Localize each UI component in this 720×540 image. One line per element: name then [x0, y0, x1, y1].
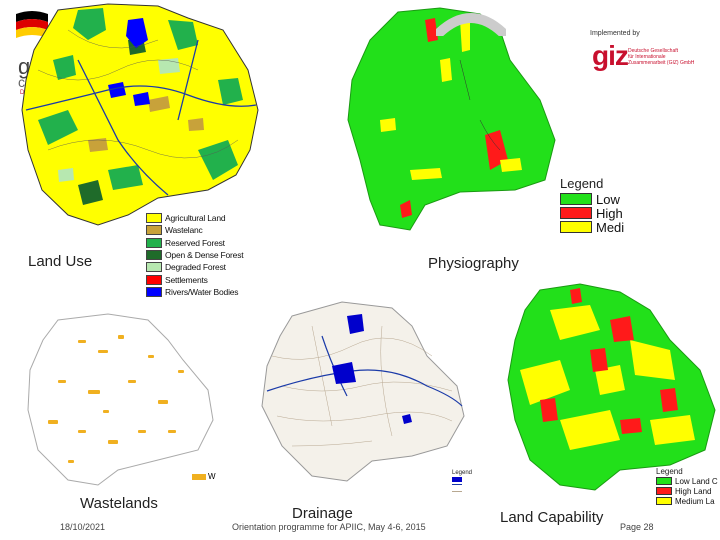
phys-legend-medium: Medi [560, 220, 624, 235]
caption-physiography: Physiography [428, 255, 519, 272]
swatch-agricultural [146, 213, 162, 224]
land-capability-map [507, 283, 716, 491]
caption-land-use: Land Use [28, 253, 93, 270]
legend-row-degraded-forest: Degraded Forest [146, 261, 243, 273]
german-flag-icon [16, 11, 48, 38]
land-use-map [21, 3, 259, 226]
drainage-legend-title: Legend [452, 470, 473, 476]
swatch-reserved-forest [146, 237, 162, 248]
swatch-medium [560, 221, 592, 233]
legend-row-open-dense-forest: Open & Dense Forest [146, 249, 244, 261]
drainage-legend-row-1 [452, 476, 472, 483]
swatch-degraded-forest [146, 262, 162, 273]
swatch-cap-medium [656, 497, 672, 505]
cap-legend-low: Low Land C [656, 476, 718, 486]
drainage-swatch-1 [452, 477, 462, 482]
footer-page-number: Page 28 [620, 522, 654, 532]
caption-land-capability: Land Capability [500, 509, 604, 526]
land-use-legend: Agricultural Land Wastelanc Reserved For… [146, 212, 244, 298]
wastelands-map [27, 313, 214, 486]
giz-logo-text: giz [592, 40, 629, 71]
physiography-map [347, 7, 556, 231]
decorative-arc-icon [436, 13, 506, 36]
drainage-legend-row-3 [452, 490, 472, 497]
swatch-wasteland-bottom [192, 473, 206, 480]
drainage-swatch-3 [452, 491, 462, 496]
legend-row-rivers: Rivers/Water Bodies [146, 286, 243, 298]
swatch-settlements [146, 274, 162, 285]
legend-row-reserved-forest: Reserved Forest [146, 237, 243, 249]
giz-org-line-3: Zusammenarbeit (GIZ) GmbH [628, 60, 695, 66]
legend-row-settlements: Settlements [146, 273, 243, 285]
physiography-legend: Legend Low High Medi [560, 176, 624, 235]
land-capability-legend-title: Legend [656, 467, 683, 476]
cap-legend-medium: Medium La [656, 496, 718, 506]
land-capability-legend: Legend Low Land C High Land Medium La [656, 467, 718, 506]
phys-legend-high: High [560, 206, 624, 221]
swatch-open-dense-forest [146, 250, 162, 261]
footer-date: 18/10/2021 [60, 522, 106, 532]
drainage-legend: Legend [452, 470, 472, 497]
legend-row-agricultural: Agricultural Land [146, 212, 243, 224]
giz-org-line-2: für Internationale [628, 54, 666, 60]
caption-wastelands: Wastelands [80, 495, 158, 512]
cap-legend-high: High Land [656, 486, 718, 496]
drainage-map [261, 301, 465, 482]
wastelands-legend: W [192, 472, 216, 481]
swatch-cap-low [656, 477, 672, 485]
swatch-high [560, 207, 592, 219]
swatch-rivers [146, 286, 162, 297]
drainage-legend-row-2 [452, 483, 472, 490]
footer-event: Orientation programme for APIIC, May 4-6… [232, 522, 426, 532]
implemented-by-label: Implemented by [590, 30, 640, 37]
swatch-wasteland [146, 225, 162, 236]
legend-row-wasteland: Wastelanc [146, 224, 243, 236]
drainage-swatch-2 [452, 484, 462, 489]
swatch-low [560, 193, 592, 205]
physiography-legend-title: Legend [560, 176, 604, 191]
phys-legend-low: Low [560, 192, 624, 207]
caption-drainage: Drainage [292, 505, 353, 522]
giz-logo: giz Deutsche Gesellschaft für Internatio… [592, 40, 702, 76]
swatch-cap-high [656, 487, 672, 495]
giz-org-line-1: Deutsche Gesellschaft [628, 48, 679, 54]
